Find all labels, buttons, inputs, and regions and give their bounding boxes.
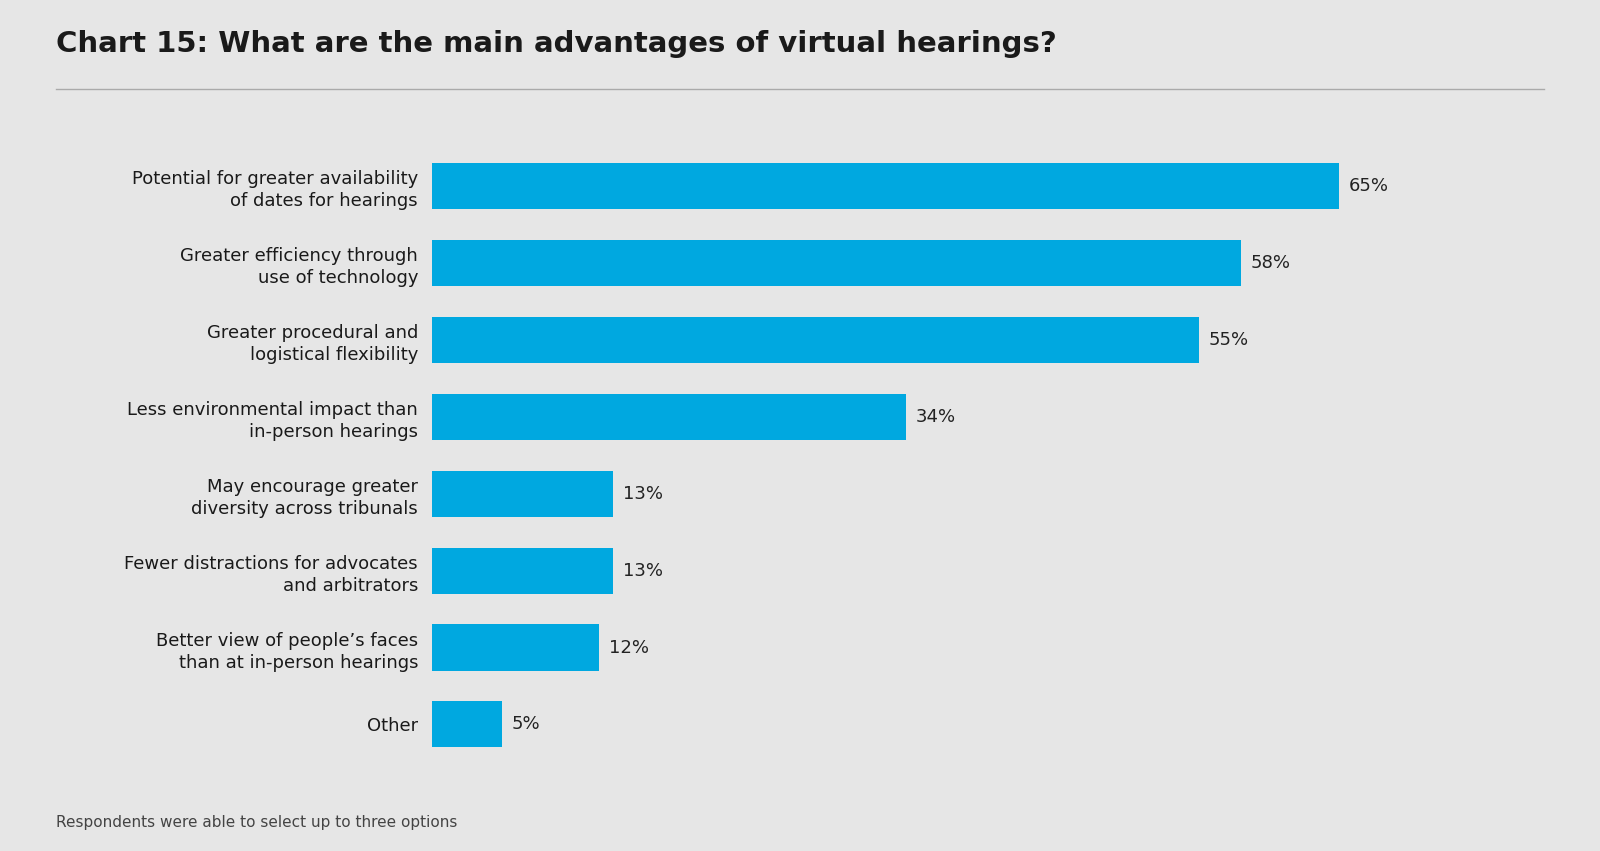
Bar xyxy=(432,317,1198,363)
Text: Respondents were able to select up to three options: Respondents were able to select up to th… xyxy=(56,814,458,830)
Bar xyxy=(432,471,613,517)
Bar xyxy=(432,394,906,440)
Bar xyxy=(432,547,613,594)
Bar xyxy=(432,701,502,747)
Bar xyxy=(432,163,1339,209)
Text: 5%: 5% xyxy=(512,716,541,734)
Text: 12%: 12% xyxy=(610,638,650,656)
Text: 13%: 13% xyxy=(622,485,662,503)
Text: 13%: 13% xyxy=(622,562,662,580)
Text: Chart 15: What are the main advantages of virtual hearings?: Chart 15: What are the main advantages o… xyxy=(56,30,1056,58)
Text: 34%: 34% xyxy=(917,408,957,426)
Text: 65%: 65% xyxy=(1349,177,1389,195)
Text: 55%: 55% xyxy=(1210,331,1250,349)
Bar xyxy=(432,625,600,671)
Bar xyxy=(432,240,1242,286)
Text: 58%: 58% xyxy=(1251,254,1291,272)
